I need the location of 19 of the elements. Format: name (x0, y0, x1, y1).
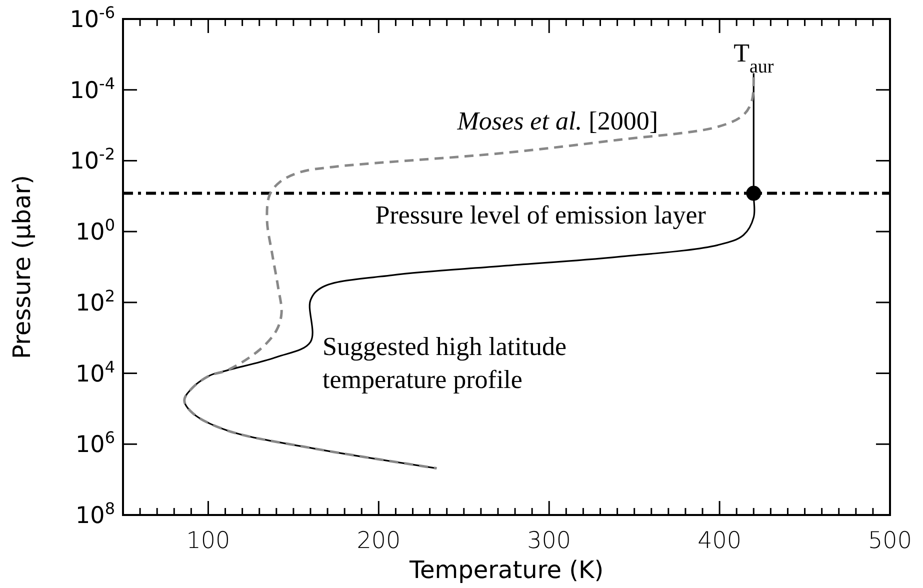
x-tick-label: 300 (527, 528, 572, 554)
annotation: T$_{aur}$ (734, 38, 774, 77)
y-tick-label: 10$^{8}$ (76, 498, 115, 529)
x-tick-label: 100 (186, 528, 230, 554)
y-tick-label: 10$^{2}$ (76, 286, 115, 316)
x-tick-label: 500 (868, 528, 912, 554)
y-tick-label: 10$^{6}$ (76, 428, 115, 458)
y-tick-label: 10$^{4}$ (76, 356, 115, 388)
y-tick-label: 10$^{-4}$ (70, 73, 115, 104)
y-tick-label: 10$^{0}$ (76, 215, 115, 246)
x-tick-label: 200 (356, 528, 401, 554)
y-axis-title: Pressure (μbar) (8, 175, 36, 359)
series-label: Moses et al. [2000] (456, 106, 658, 136)
y-tick-label: 10$^{-2}$ (70, 144, 115, 175)
x-axis-title: Temperature (K) (408, 556, 604, 584)
y-tick-label: 10$^{-6}$ (70, 2, 115, 33)
x-tick-label: 400 (698, 528, 742, 554)
series-label: Suggested high latitude temperature profile (322, 332, 567, 394)
ref-line-label: Pressure level of emission layer (375, 200, 706, 230)
